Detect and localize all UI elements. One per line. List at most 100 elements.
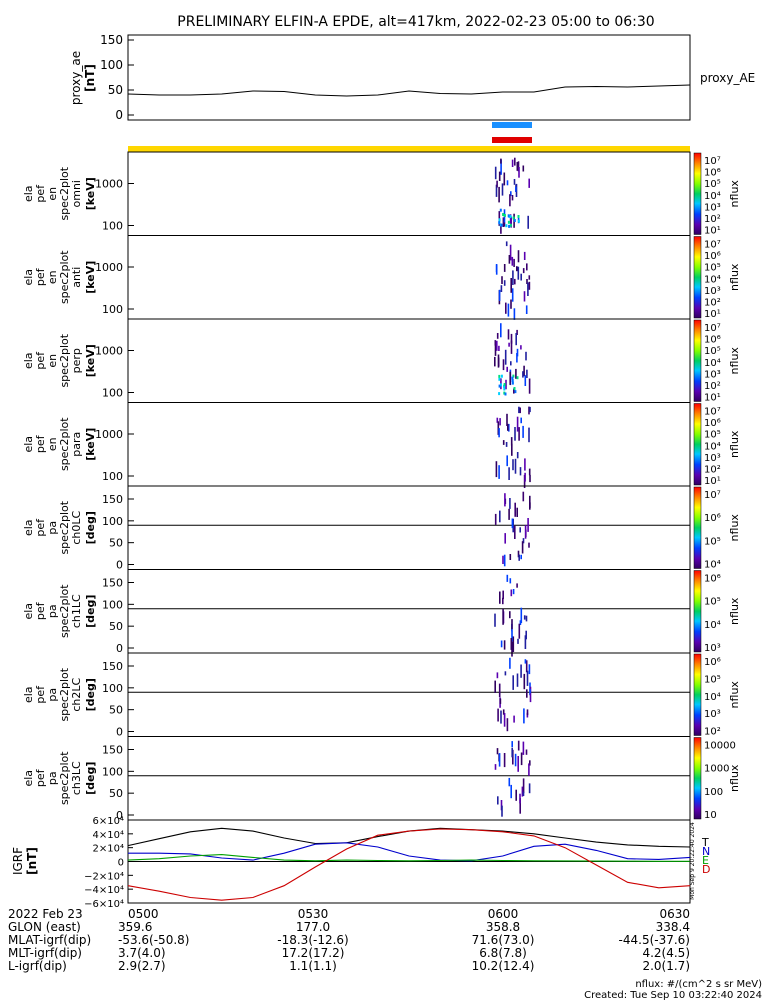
spectrogram-pixel (529, 689, 531, 694)
spectrogram-pixel (513, 715, 515, 723)
panel-unit: [deg] (84, 595, 97, 628)
colorbar-tick-label: 10⁵ (704, 263, 721, 274)
spectrogram-pixel (498, 753, 501, 767)
panel-label-line: pa (46, 688, 59, 702)
panel-ytick-label: 0 (116, 726, 123, 739)
spectrogram-pixel (514, 753, 517, 767)
spectrogram-pixel (495, 461, 498, 478)
spectrogram-pixel (508, 423, 510, 432)
yellow-bar (128, 146, 690, 152)
spectrogram-panels: ela pef en spec2plot omni [keV]100100010⁷10⁶1… (22, 151, 741, 822)
panel-frame (127, 736, 691, 821)
panel-ytick-label: 50 (109, 620, 123, 633)
panel-ytick-label: 0 (116, 809, 123, 822)
spectrogram-pixel (528, 178, 530, 188)
spectrogram-pixel (503, 280, 506, 286)
spectrogram-pixel (494, 344, 497, 356)
spectrogram-pixel (518, 406, 520, 414)
colorbar-label: nflux (728, 180, 741, 208)
spectrogram-pixel (518, 623, 521, 639)
ae-ylabel: proxy_ae (69, 51, 83, 105)
spectrogram-pixel (522, 425, 524, 438)
spectrogram-pixel (529, 686, 532, 703)
spectrogram-pixel (510, 191, 512, 197)
footer-cell: -18.3(-12.6) (277, 933, 348, 947)
spectrogram-pixel-bright (509, 215, 512, 219)
spectrogram-pixel (500, 640, 503, 648)
colorbar-tick-label: 10⁵ (704, 597, 721, 608)
colorbar-tick-label: 10⁶ (704, 657, 721, 668)
panel-ytick-label: 50 (109, 537, 123, 550)
spectrogram-pixel (509, 554, 512, 560)
panel-label-line: spec2plot (58, 751, 71, 805)
spectrogram-pixel-bright (498, 218, 501, 222)
spectrogram-pixel (516, 416, 519, 432)
spectrogram-pixel-bright (498, 377, 501, 381)
spectrogram-pixel (494, 513, 497, 525)
spectrogram-pixel (509, 657, 511, 669)
spectrogram-pixel (498, 186, 500, 203)
spectrogram-pixel (525, 351, 527, 361)
spectrogram-pixel-bright (516, 376, 519, 380)
panel-unit: [keV] (84, 428, 97, 461)
spectrogram-pixel (502, 590, 504, 600)
spectrogram-pixel-bright (511, 379, 514, 382)
spectrogram-pixel (511, 443, 513, 456)
spectrogram-pixel (514, 157, 516, 166)
panel-label-line: spec2plot (58, 250, 71, 304)
spectrogram-pixel-bright (504, 392, 507, 396)
colorbar-tick-label: 10⁷ (704, 240, 721, 251)
colorbar-tick-label: 10000 (704, 741, 736, 752)
spectrogram-pixel (515, 333, 517, 346)
colorbar-tick-label: 10¹ (704, 476, 721, 487)
panel-ytick-label: 100 (102, 765, 123, 778)
spectrogram-pixel (528, 468, 531, 476)
spectrogram-pixel (508, 467, 510, 480)
spectrogram-pixel (515, 368, 517, 379)
spectrogram-pixel (518, 427, 520, 441)
panel-label-line: para (70, 432, 83, 457)
panel-unit: [deg] (84, 762, 97, 795)
colorbar (693, 403, 702, 486)
spectrogram-pixel (510, 340, 513, 354)
colorbar-tick-label: 10⁴ (704, 692, 721, 703)
spectrogram-panel: ela pef en spec2plot perp [keV]100100010⁷10⁶1… (22, 318, 741, 404)
spectrogram-pixel (510, 638, 513, 650)
spectrogram-pixel-bright (503, 214, 506, 217)
spectrogram-pixel (506, 180, 509, 186)
spectrogram-pixel (526, 689, 528, 698)
spectrogram-pixel (511, 195, 514, 201)
colorbar-tick-label: 10⁴ (704, 358, 721, 369)
spectrogram-pixel (511, 741, 513, 748)
colorbar (693, 653, 702, 736)
panel-label-line: ch2LC (70, 678, 83, 712)
spectrogram-pixel (511, 630, 513, 642)
footer-cell: 0600 (488, 907, 519, 921)
colorbar (693, 486, 702, 569)
colorbar-tick-label: 10⁵ (704, 674, 721, 685)
spectrogram-pixel (518, 167, 520, 178)
spectrogram-pixel (499, 591, 501, 604)
spectrogram-pixel (516, 329, 518, 335)
igrf-ytick-label: −2×10⁴ (84, 871, 124, 882)
spectrogram-pixel (522, 165, 525, 172)
panel-unit: [keV] (84, 344, 97, 377)
spectrogram-pixel (529, 502, 531, 508)
spectrogram-pixel (503, 172, 506, 186)
ae-legend: proxy_AE (700, 71, 755, 85)
spectrogram-pixel (507, 303, 510, 317)
spectrogram-pixel (529, 406, 531, 413)
spectrogram-pixel (517, 638, 519, 644)
spectrogram-pixel (507, 329, 510, 340)
panel-label-line: ela (22, 603, 35, 620)
panel-label-line: pef (34, 267, 47, 286)
spectrogram-pixel (510, 333, 513, 344)
panel-frame (127, 652, 691, 737)
spectrogram-pixel (529, 760, 531, 766)
spectrogram-pixel (499, 418, 501, 426)
spectrogram-pixel (508, 777, 511, 787)
colorbar-tick-label: 10² (704, 727, 721, 738)
spectrogram-pixel-bright (512, 374, 515, 378)
panel-ytick-label: 150 (102, 744, 123, 757)
igrf-ytick-label: −6×10⁴ (84, 899, 124, 910)
